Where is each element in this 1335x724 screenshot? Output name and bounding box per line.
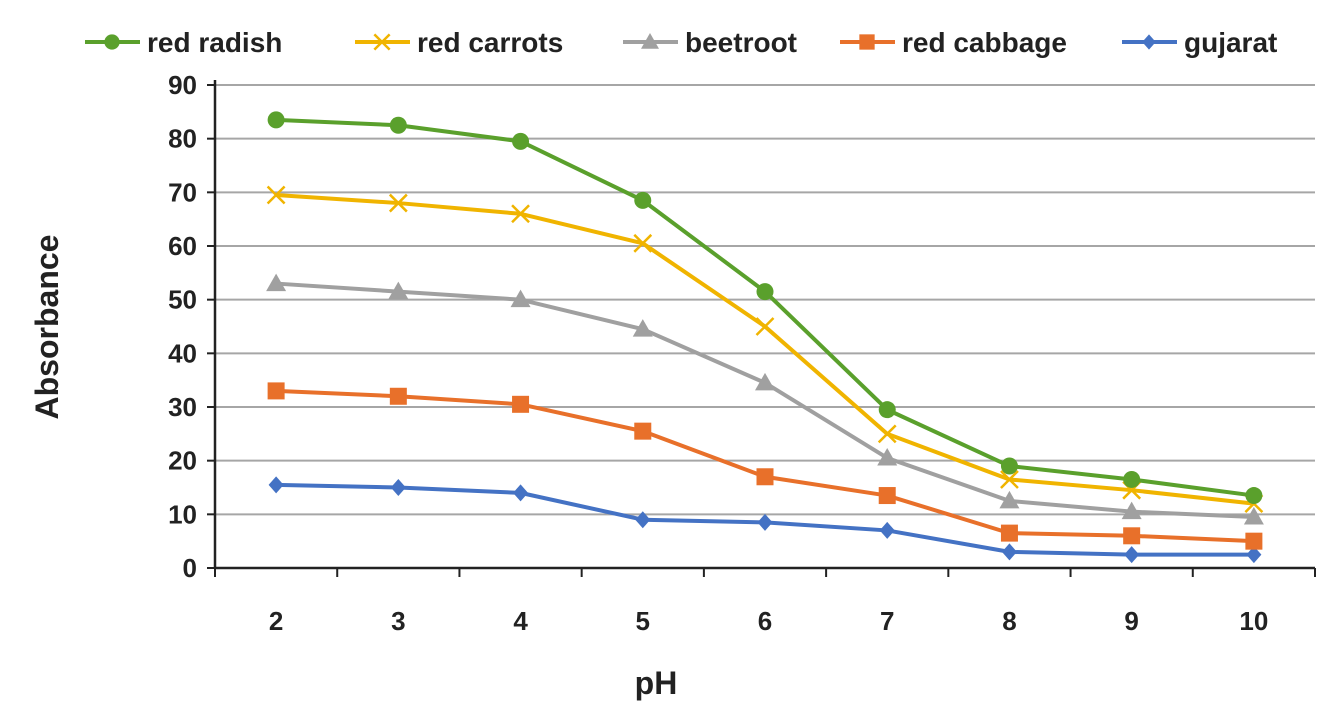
data-point-red-radish-7 (878, 401, 896, 419)
data-point-red-radish-3 (389, 116, 407, 134)
data-point-beetroot-8 (999, 490, 1020, 509)
data-point-red-cabbage-9 (1123, 527, 1141, 545)
series-red-carrots (266, 185, 1264, 513)
x-tick-label-7: 7 (880, 606, 894, 636)
x-tick-label-3: 3 (391, 606, 405, 636)
x-tick-label-10: 10 (1239, 606, 1268, 636)
series-beetroot (266, 273, 1264, 525)
data-point-red-cabbage-2 (267, 382, 285, 400)
x-tick-label-6: 6 (758, 606, 772, 636)
y-tick-label-70: 70 (168, 177, 197, 207)
legend-label-beetroot: beetroot (685, 27, 797, 58)
y-tick-label-0: 0 (183, 553, 197, 583)
y-tick-label-60: 60 (168, 231, 197, 261)
legend-marker-red-cabbage (859, 34, 875, 50)
data-point-gujarat-4 (513, 484, 529, 502)
data-point-red-carrots-2 (266, 185, 286, 205)
data-point-red-cabbage-3 (389, 387, 407, 405)
data-point-red-cabbage-5 (634, 422, 652, 440)
x-tick-label-2: 2 (269, 606, 283, 636)
y-tick-label-30: 30 (168, 392, 197, 422)
data-point-gujarat-8 (1001, 543, 1017, 561)
series-line-red-radish (276, 117, 1255, 498)
series-gujarat (268, 476, 1262, 564)
data-point-gujarat-6 (757, 513, 773, 531)
legend-item-gujarat: gujarat (1122, 27, 1277, 58)
data-point-gujarat-10 (1246, 546, 1262, 564)
x-tick-label-4: 4 (513, 606, 528, 636)
data-point-red-radish-2 (267, 111, 285, 129)
data-point-red-carrots-5 (633, 233, 653, 253)
legend-item-red-radish: red radish (85, 27, 282, 58)
data-point-red-carrots-3 (388, 193, 408, 213)
data-point-beetroot-5 (632, 319, 653, 337)
data-point-gujarat-5 (635, 511, 651, 529)
data-point-red-cabbage-4 (512, 395, 530, 413)
y-tick-label-80: 80 (168, 124, 197, 154)
x-tick-label-8: 8 (1002, 606, 1016, 636)
x-axis-title: pH (635, 665, 678, 701)
legend-marker-red-carrots (373, 33, 391, 51)
data-point-gujarat-9 (1124, 546, 1140, 564)
data-point-beetroot-7 (877, 447, 898, 466)
y-tick-label-50: 50 (168, 285, 197, 315)
data-point-red-carrots-8 (1000, 470, 1019, 489)
legend-marker-beetroot (641, 33, 659, 49)
legend-marker-red-radish (104, 34, 120, 50)
y-tick-label-20: 20 (168, 446, 197, 476)
data-point-beetroot-2 (266, 273, 287, 292)
data-point-red-cabbage-10 (1245, 532, 1263, 550)
x-tick-label-5: 5 (636, 606, 650, 636)
series-lines (266, 111, 1264, 564)
data-point-red-radish-5 (634, 191, 652, 209)
x-tick-label-9: 9 (1124, 606, 1138, 636)
data-point-beetroot-6 (755, 372, 775, 391)
legend-label-red-radish: red radish (147, 27, 282, 58)
axes: 0 10 20 30 40 50 60 70 80 90 2 3 4 5 6 7 8 9 10 (168, 70, 1316, 636)
legend-item-beetroot: beetroot (623, 27, 797, 58)
data-point-red-carrots-7 (877, 424, 897, 444)
legend-marker-gujarat (1142, 34, 1156, 50)
legend-item-red-cabbage: red cabbage (840, 27, 1067, 58)
data-point-red-carrots-6 (755, 317, 775, 336)
data-point-gujarat-3 (390, 479, 406, 496)
data-point-red-radish-4 (512, 132, 530, 150)
legend-label-gujarat: gujarat (1184, 27, 1277, 58)
data-point-red-radish-10 (1245, 487, 1263, 505)
data-point-red-cabbage-6 (756, 468, 774, 486)
data-point-red-carrots-4 (511, 204, 530, 224)
data-point-red-radish-6 (756, 283, 774, 301)
legend-label-red-cabbage: red cabbage (902, 27, 1067, 58)
series-line-red-carrots (275, 193, 1255, 506)
data-point-beetroot-10 (1243, 507, 1264, 525)
legend-label-red-carrots: red carrots (417, 27, 563, 58)
series-red-radish (267, 111, 1263, 505)
data-point-red-cabbage-8 (1000, 524, 1018, 542)
data-point-beetroot-3 (388, 281, 409, 300)
y-tick-label-90: 90 (168, 70, 197, 100)
data-point-gujarat-7 (879, 521, 895, 539)
data-point-beetroot-4 (510, 289, 531, 308)
y-tick-label-40: 40 (168, 338, 197, 368)
legend-item-red-carrots: red carrots (355, 27, 563, 58)
y-axis-title: Absorbance (29, 235, 65, 420)
data-point-red-cabbage-7 (878, 487, 896, 505)
data-point-red-radish-8 (1000, 457, 1018, 475)
data-point-gujarat-2 (268, 476, 284, 494)
legend: red radish red carrots beetroot red cabbage… (85, 27, 1277, 58)
data-point-red-radish-9 (1123, 470, 1141, 488)
y-tick-label-10: 10 (168, 499, 197, 529)
series-red-cabbage (267, 382, 1263, 550)
data-point-beetroot-9 (1121, 501, 1142, 520)
